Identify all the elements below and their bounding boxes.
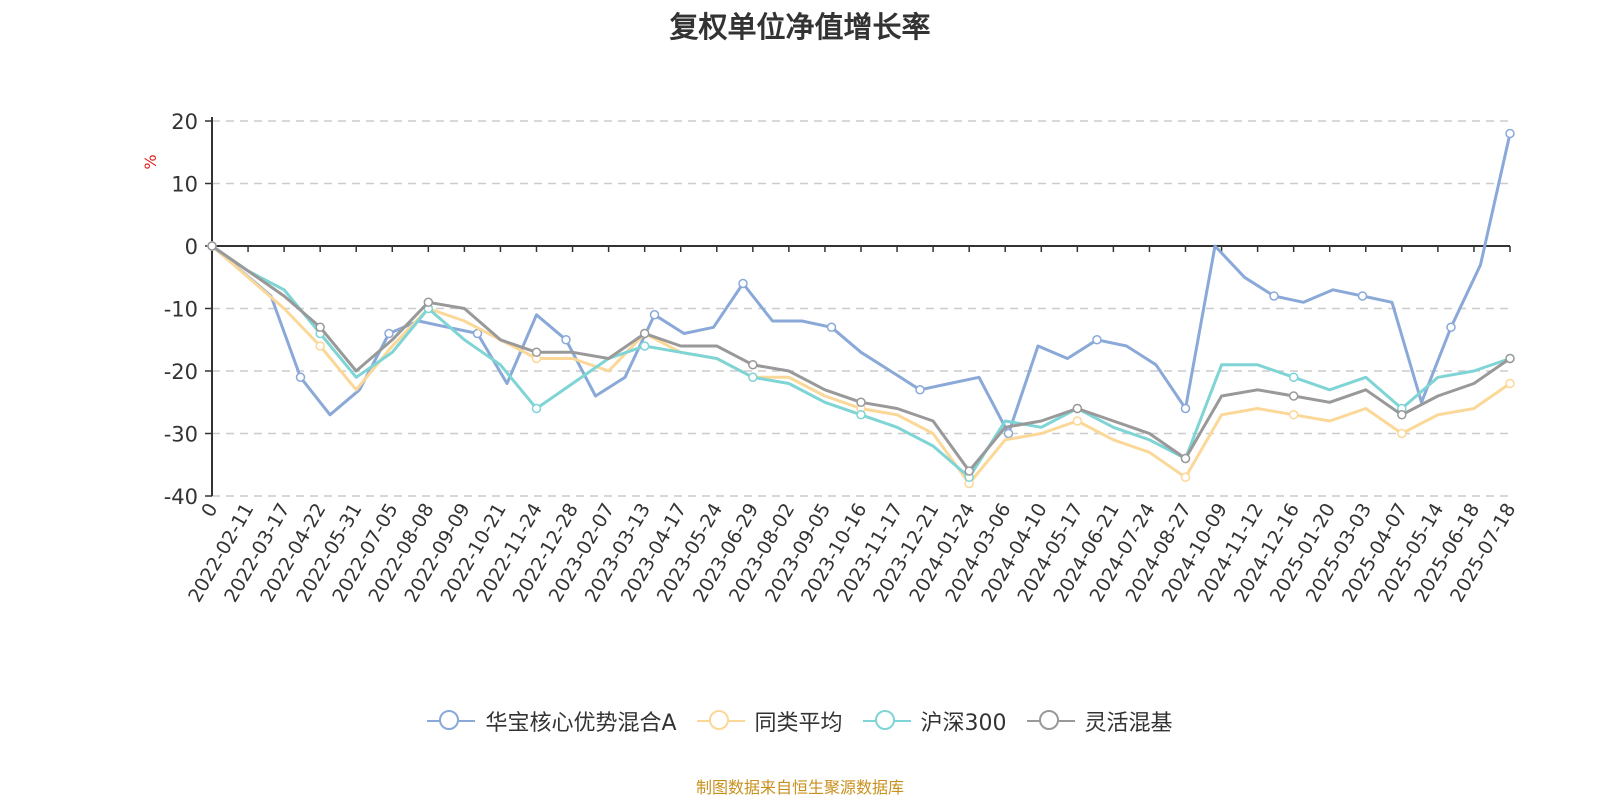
data-point [315, 341, 325, 351]
data-point [1003, 428, 1014, 439]
legend-marker-icon [862, 709, 911, 733]
data-point [295, 372, 306, 382]
data-point [423, 297, 434, 307]
legend-marker-icon [696, 709, 745, 733]
data-point [1505, 378, 1515, 389]
y-axis-unit: % [141, 154, 160, 169]
y-tick-label: -40 [164, 485, 198, 509]
legend-label: 同类平均 [754, 711, 843, 736]
data-point [1397, 428, 1407, 439]
legend-label: 华宝核心优势混合A [485, 711, 677, 736]
data-point [1072, 403, 1083, 414]
y-tick-label: 10 [171, 173, 198, 197]
source-footer: 制图数据来自恒生聚源数据库 [695, 778, 904, 797]
data-point [856, 397, 866, 407]
data-point [738, 278, 748, 289]
data-point [639, 328, 650, 339]
chart-title: 复权单位净值增长率 [669, 10, 931, 44]
data-point [1180, 403, 1191, 414]
y-tick-label: -20 [164, 360, 198, 384]
legend-item-series-2[interactable]: 同类平均 [696, 705, 843, 737]
y-tick-label: 20 [171, 110, 198, 134]
data-point [1092, 335, 1102, 345]
data-point [1072, 416, 1083, 426]
x-tick-label: 0 [197, 500, 222, 521]
data-point [1288, 391, 1299, 401]
legend-item-series-4[interactable]: 灵活混基 [1026, 705, 1173, 737]
data-point [915, 385, 925, 395]
data-point [531, 347, 542, 357]
legend-item-series-1[interactable]: 华宝核心优势混合A [427, 705, 677, 737]
series-line-4 [211, 244, 1511, 473]
y-tick-label: -10 [164, 298, 198, 322]
y-tick-label: 0 [185, 235, 198, 259]
data-point [1288, 410, 1299, 420]
data-point [826, 322, 837, 332]
data-point [1505, 128, 1515, 139]
legend-label: 灵活混基 [1084, 711, 1173, 736]
legend-item-series-3[interactable]: 沪深300 [862, 705, 1007, 737]
data-point [1357, 291, 1368, 301]
data-point [1397, 410, 1407, 420]
data-point [1180, 453, 1191, 464]
data-point [1446, 322, 1456, 332]
data-point [1288, 372, 1299, 382]
data-point [561, 335, 571, 345]
data-point [964, 466, 974, 476]
data-point [639, 341, 650, 351]
series-line-2 [211, 244, 1511, 485]
series-line-1 [211, 133, 1512, 435]
y-tick-label: -30 [164, 423, 198, 447]
series-line-3 [211, 244, 1511, 479]
legend-marker-icon [427, 709, 476, 733]
data-point [207, 241, 217, 251]
data-point [315, 322, 325, 332]
legend-marker-icon [1026, 709, 1075, 733]
data-point [748, 360, 758, 370]
data-point [649, 310, 660, 320]
data-point [384, 328, 394, 339]
data-point [748, 372, 758, 382]
data-point [856, 410, 866, 420]
data-point [1180, 472, 1191, 482]
legend: 华宝核心优势混合A 同类平均 沪深300 灵活混基 [0, 705, 1600, 737]
data-point [1269, 291, 1279, 301]
legend-label: 沪深300 [920, 711, 1007, 736]
data-point [1505, 353, 1515, 364]
data-point [531, 403, 542, 414]
